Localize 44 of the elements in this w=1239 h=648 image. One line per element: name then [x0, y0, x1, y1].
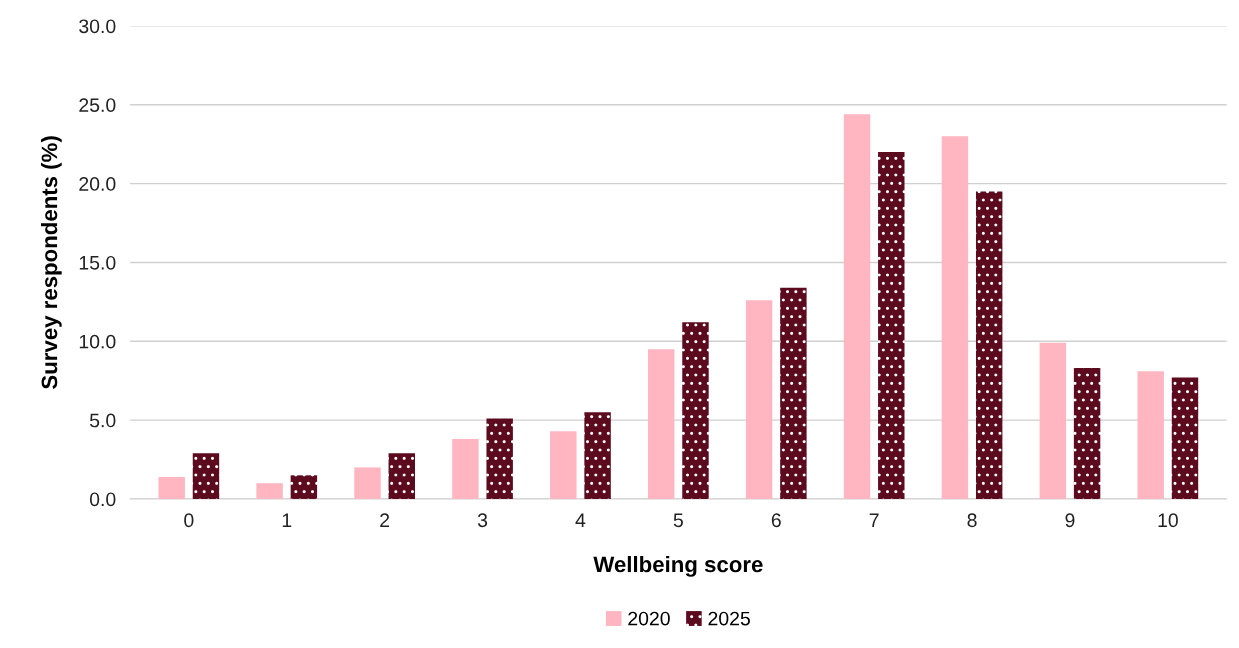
- y-tick-label: 25.0: [79, 98, 116, 112]
- x-tick-label: 7: [869, 513, 879, 527]
- bar: [745, 300, 773, 499]
- bar: [584, 412, 611, 499]
- bar: [290, 475, 318, 499]
- x-tick-label: 5: [673, 513, 683, 528]
- bar: [388, 453, 415, 499]
- x-tick-label: 6: [771, 513, 781, 528]
- bar: [682, 322, 709, 499]
- y-tick-label: 30.0: [79, 19, 116, 34]
- x-tick-label: 1: [282, 513, 292, 527]
- y-tick-label: 15.0: [79, 255, 116, 270]
- y-tick-label: 5.0: [89, 413, 116, 428]
- bar: [878, 152, 905, 499]
- bar: [941, 136, 969, 499]
- bar: [1171, 377, 1199, 499]
- bar: [192, 453, 220, 499]
- x-axis-title: Wellbeing score: [593, 555, 763, 577]
- bar: [158, 476, 185, 499]
- x-tick-label: 4: [575, 513, 586, 527]
- y-tick-label: 10.0: [79, 334, 116, 349]
- bar: [256, 483, 283, 499]
- bar: [648, 349, 675, 499]
- bar: [1039, 342, 1067, 499]
- x-tick-label: 3: [477, 513, 488, 528]
- bar: [1073, 368, 1101, 499]
- x-tick-label: 10: [1158, 513, 1178, 528]
- bar: [780, 287, 807, 499]
- bar: [354, 467, 381, 499]
- y-axis-title: Survey respondents (%): [40, 136, 62, 389]
- bar: [1137, 371, 1164, 499]
- bar: [975, 191, 1003, 499]
- bar: [452, 439, 479, 499]
- y-tick-label: 20.0: [79, 177, 116, 191]
- x-tick-label: 8: [967, 513, 977, 528]
- legend-label: 2020: [628, 611, 670, 626]
- legend-label: 2025: [708, 611, 750, 626]
- y-tick-label: 0.0: [89, 492, 116, 507]
- bar: [550, 431, 577, 499]
- x-tick-label: 0: [184, 513, 194, 528]
- bar: [843, 114, 871, 499]
- bar: [486, 418, 513, 499]
- x-tick-label: 9: [1065, 513, 1075, 528]
- x-tick-label: 2: [380, 513, 390, 527]
